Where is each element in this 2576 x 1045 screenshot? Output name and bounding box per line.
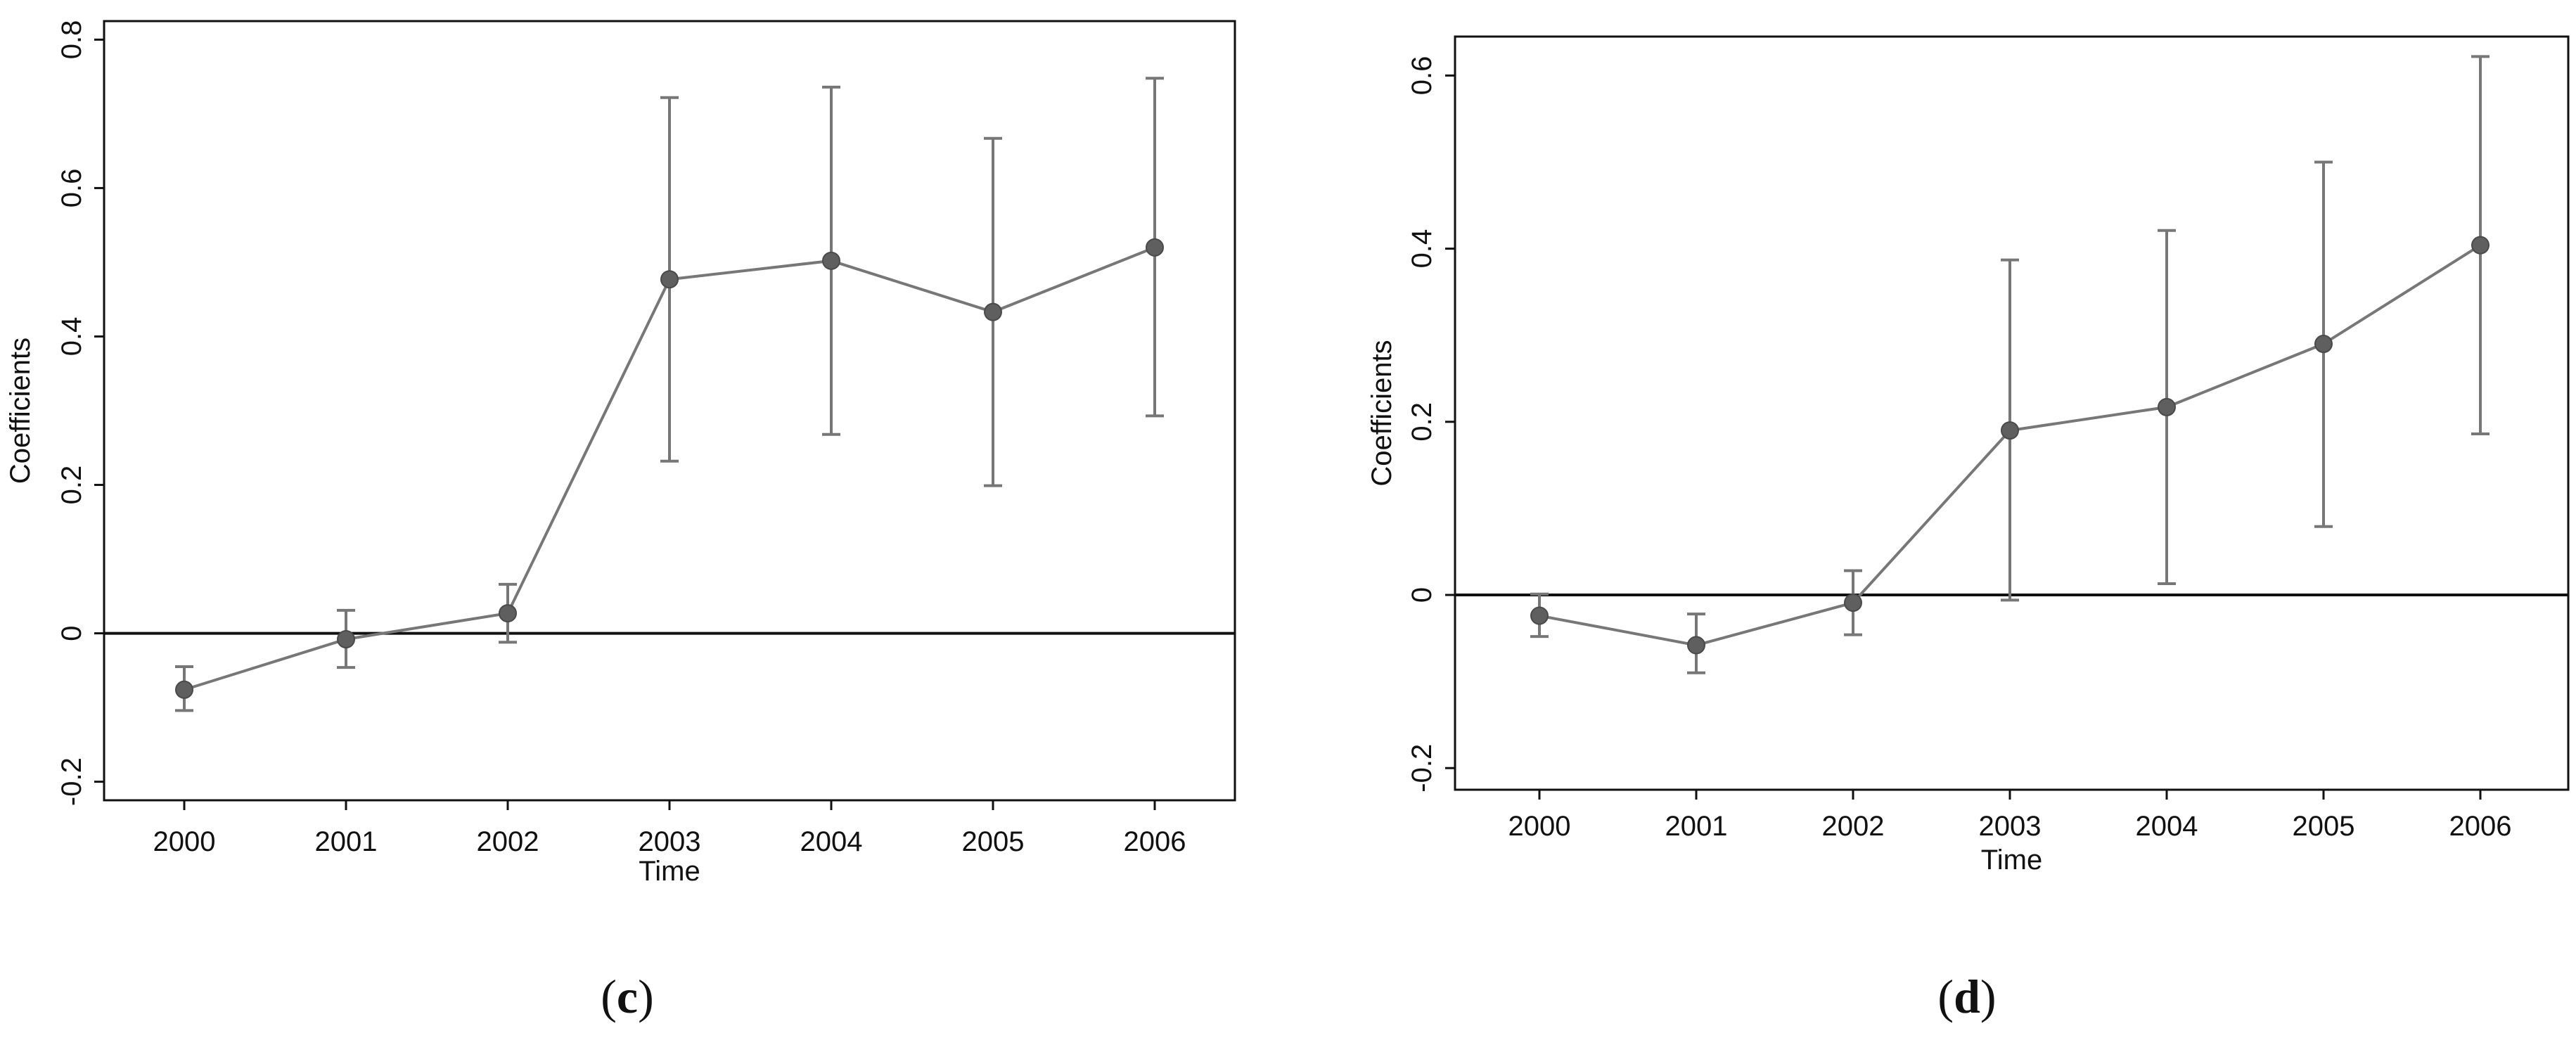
data-points bbox=[1530, 236, 2490, 655]
panel-d: -0.200.20.40.6 2000 2001 2002 2003 2004 2005 2… bbox=[1366, 35, 2570, 1023]
x-tick-label: 2005 bbox=[2293, 811, 2355, 842]
x-axis-ticks: 2000 2001 2002 2003 2004 2005 2006 bbox=[1508, 790, 2512, 842]
data-point bbox=[1844, 594, 1862, 613]
x-tick-label: 2004 bbox=[2136, 811, 2198, 842]
panel-caption-d: (d) bbox=[1937, 970, 1996, 1023]
data-point bbox=[984, 302, 1002, 321]
y-tick-label: 0.4 bbox=[56, 317, 87, 357]
y-tick-label: 0 bbox=[1406, 587, 1437, 603]
x-tick-label: 2003 bbox=[1979, 811, 2042, 842]
panel-caption-label: d bbox=[1954, 970, 1980, 1023]
data-point bbox=[822, 251, 840, 270]
x-tick-label: 2001 bbox=[315, 826, 378, 857]
data-points bbox=[175, 238, 1164, 699]
y-tick-label: 0.8 bbox=[56, 20, 87, 60]
x-tick-label: 2000 bbox=[1508, 811, 1571, 842]
x-tick-label: 2002 bbox=[1822, 811, 1885, 842]
panel-caption-c: (c) bbox=[601, 970, 654, 1023]
y-tick-label: 0.2 bbox=[56, 466, 87, 505]
y-tick-label: -0.2 bbox=[56, 757, 87, 806]
data-point bbox=[2001, 421, 2019, 440]
x-tick-label: 2000 bbox=[153, 826, 216, 857]
y-tick-label: -0.2 bbox=[1406, 744, 1437, 793]
x-tick-label: 2002 bbox=[477, 826, 539, 857]
panel-c: -0.200.20.40.60.8 2000 2001 2002 2003 2004 20… bbox=[5, 20, 1236, 1023]
data-point bbox=[660, 270, 679, 289]
x-tick-label: 2004 bbox=[800, 826, 863, 857]
x-axis-title: Time bbox=[639, 856, 700, 887]
y-tick-label: 0.6 bbox=[1406, 56, 1437, 96]
data-point bbox=[1530, 606, 1549, 625]
y-axis-title: Coefficients bbox=[5, 338, 36, 484]
y-tick-label: 0.6 bbox=[56, 169, 87, 208]
data-point bbox=[2471, 236, 2490, 255]
data-point bbox=[337, 630, 355, 649]
x-tick-label: 2006 bbox=[2449, 811, 2512, 842]
y-tick-label: 0.2 bbox=[1406, 402, 1437, 442]
x-axis-title: Time bbox=[1981, 845, 2042, 876]
y-tick-label: 0 bbox=[56, 625, 87, 641]
plot-frame bbox=[1454, 35, 2570, 791]
data-point bbox=[1687, 636, 1705, 655]
y-axis-title: Coefficients bbox=[1366, 340, 1397, 486]
y-tick-label: 0.4 bbox=[1406, 229, 1437, 269]
data-point bbox=[2314, 335, 2333, 354]
x-tick-label: 2001 bbox=[1665, 811, 1728, 842]
data-point bbox=[175, 680, 193, 699]
y-axis-ticks: -0.2 0 0.2 0.4 0.6 bbox=[1406, 56, 1455, 793]
panel-caption-label: c bbox=[617, 970, 638, 1023]
x-tick-label: 2005 bbox=[962, 826, 1025, 857]
data-point bbox=[1146, 238, 1164, 257]
x-tick-label: 2006 bbox=[1124, 826, 1186, 857]
x-axis-ticks: 2000 2001 2002 2003 2004 2005 2006 bbox=[153, 800, 1186, 857]
data-point bbox=[2158, 397, 2176, 416]
y-axis-ticks: -0.2 0 0.2 0.4 0.6 0.8 bbox=[56, 20, 104, 806]
x-tick-label: 2003 bbox=[639, 826, 701, 857]
data-point bbox=[499, 604, 517, 623]
